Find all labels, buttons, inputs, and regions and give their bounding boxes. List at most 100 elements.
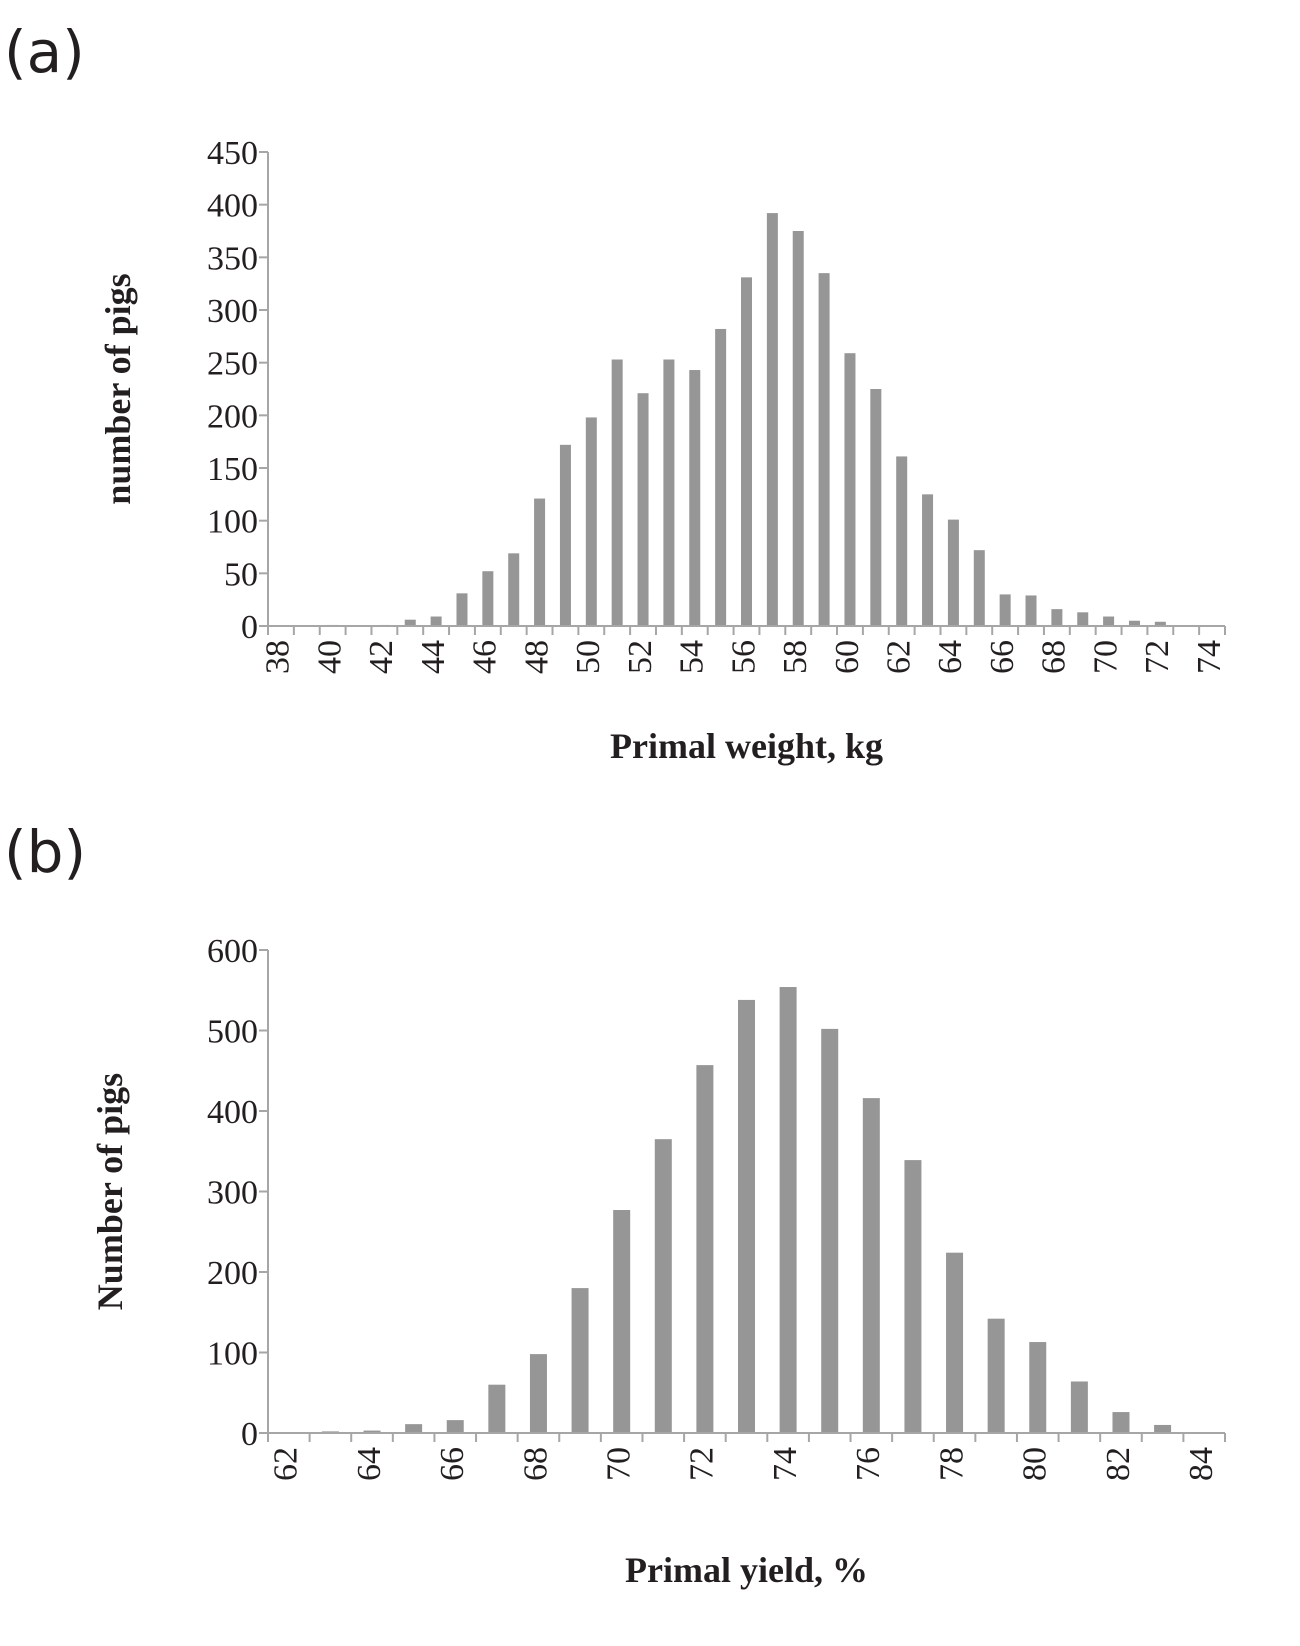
- x-tick-label: 52: [622, 640, 659, 674]
- y-ticks-b: 0 100 200 300 400 500 600: [207, 933, 268, 1453]
- x-tick-label: 54: [674, 640, 711, 674]
- y-tick-label: 150: [207, 451, 258, 488]
- bars-b: [321, 987, 1172, 1433]
- bar-b-79: [987, 1318, 1005, 1433]
- x-tick-label: 62: [880, 640, 917, 674]
- bar-b-75: [821, 1028, 839, 1433]
- bar-b-80: [1029, 1342, 1047, 1433]
- bar-b-72: [696, 1065, 714, 1433]
- x-tick-label: 74: [767, 1447, 804, 1481]
- bar-a-66: [999, 594, 1011, 626]
- y-tick-label: 200: [207, 398, 258, 435]
- axes-b: [267, 950, 1225, 1434]
- x-tick-label: 66: [984, 640, 1021, 674]
- bar-b-74: [779, 987, 797, 1433]
- bar-a-72: [1154, 621, 1166, 626]
- bar-a-64: [947, 519, 959, 626]
- bar-a-58: [792, 231, 804, 626]
- bar-a-52: [637, 393, 649, 626]
- x-tick-label: 74: [1191, 640, 1228, 674]
- bar-b-70: [613, 1210, 631, 1433]
- x-tick-label: 68: [1036, 640, 1073, 674]
- x-tick-label: 48: [518, 640, 555, 674]
- x-ticks-a: 38 40 42 44 46 48 50 52 54 56 58 60 62 64 66 68 70 72 74: [260, 626, 1228, 674]
- y-tick-label: 50: [224, 556, 258, 593]
- y-ticks-a: 0 50 100 150 200 250 300 350 400 450: [207, 135, 268, 646]
- y-tick-label: 450: [207, 135, 258, 172]
- bar-a-54: [689, 370, 701, 626]
- chart-primal-weight: (a) number of pigs Primal weight, kg 0 50…: [4, 18, 1228, 766]
- y-tick-label: 400: [207, 1094, 258, 1131]
- bar-b-77: [904, 1160, 922, 1433]
- bar-a-44: [430, 616, 442, 626]
- y-axis-title-b: Number of pigs: [90, 1073, 130, 1310]
- bar-a-53: [663, 359, 675, 626]
- panel-label-a: (a): [4, 18, 85, 86]
- bar-b-66: [446, 1420, 464, 1433]
- x-tick-label: 40: [311, 640, 348, 674]
- x-tick-label: 56: [725, 640, 762, 674]
- bar-a-71: [1128, 620, 1140, 626]
- bar-b-76: [862, 1098, 880, 1433]
- y-tick-label: 600: [207, 933, 258, 970]
- x-tick-label: 50: [570, 640, 607, 674]
- bar-a-65: [973, 550, 985, 626]
- x-tick-label: 72: [1139, 640, 1176, 674]
- x-tick-label: 68: [517, 1447, 554, 1481]
- x-tick-label: 84: [1183, 1447, 1220, 1481]
- x-tick-label: 62: [268, 1447, 305, 1481]
- bar-a-63: [922, 494, 934, 626]
- bar-a-70: [1103, 616, 1115, 626]
- y-tick-label: 500: [207, 1014, 258, 1051]
- bar-a-59: [818, 273, 830, 626]
- x-ticks-b: 62 64 66 68 70 72 74 76 78 80 82 84: [267, 1433, 1226, 1481]
- x-tick-label: 78: [933, 1447, 970, 1481]
- y-tick-label: 300: [207, 1175, 258, 1212]
- bar-b-65: [405, 1424, 423, 1433]
- bar-a-69: [1077, 612, 1089, 626]
- bar-a-67: [1025, 595, 1037, 626]
- bar-a-62: [896, 456, 908, 626]
- axes-a: [267, 152, 1225, 627]
- bar-b-69: [571, 1288, 589, 1433]
- chart-primal-yield: (b) Number of pigs Primal yield, % 0 100 2…: [4, 818, 1226, 1590]
- bars-a: [327, 213, 1166, 627]
- panel-label-b: (b): [4, 818, 86, 886]
- bar-b-73: [738, 999, 755, 1433]
- y-tick-label: 100: [207, 504, 258, 541]
- bar-a-49: [559, 444, 571, 626]
- x-tick-label: 66: [434, 1447, 471, 1481]
- bar-b-67: [488, 1384, 506, 1433]
- x-axis-title-b: Primal yield, %: [625, 1550, 868, 1590]
- bar-b-71: [654, 1139, 672, 1433]
- x-tick-label: 42: [363, 640, 400, 674]
- bar-a-68: [1051, 609, 1063, 626]
- y-tick-label: 0: [241, 609, 258, 646]
- bar-a-45: [456, 593, 468, 626]
- y-tick-label: 300: [207, 293, 258, 330]
- y-axis-title-a: number of pigs: [98, 273, 138, 504]
- x-tick-label: 46: [467, 640, 504, 674]
- y-tick-label: 250: [207, 346, 258, 383]
- x-axis-title-a: Primal weight, kg: [610, 726, 883, 766]
- bar-a-57: [766, 213, 778, 627]
- x-tick-label: 58: [777, 640, 814, 674]
- x-tick-label: 60: [829, 640, 866, 674]
- bar-b-83: [1154, 1424, 1172, 1433]
- y-tick-label: 100: [207, 1336, 258, 1373]
- bar-a-47: [508, 553, 520, 626]
- bar-b-68: [529, 1354, 547, 1433]
- bar-a-50: [585, 417, 597, 626]
- x-tick-label: 64: [351, 1447, 388, 1481]
- bar-a-48: [534, 498, 546, 626]
- x-tick-label: 38: [260, 640, 297, 674]
- bar-b-81: [1070, 1381, 1088, 1433]
- x-tick-label: 72: [684, 1447, 721, 1481]
- bar-a-61: [870, 389, 882, 626]
- bar-a-60: [844, 353, 856, 626]
- y-tick-label: 350: [207, 240, 258, 277]
- x-tick-label: 80: [1017, 1447, 1054, 1481]
- y-tick-label: 200: [207, 1255, 258, 1292]
- bar-a-55: [715, 328, 727, 626]
